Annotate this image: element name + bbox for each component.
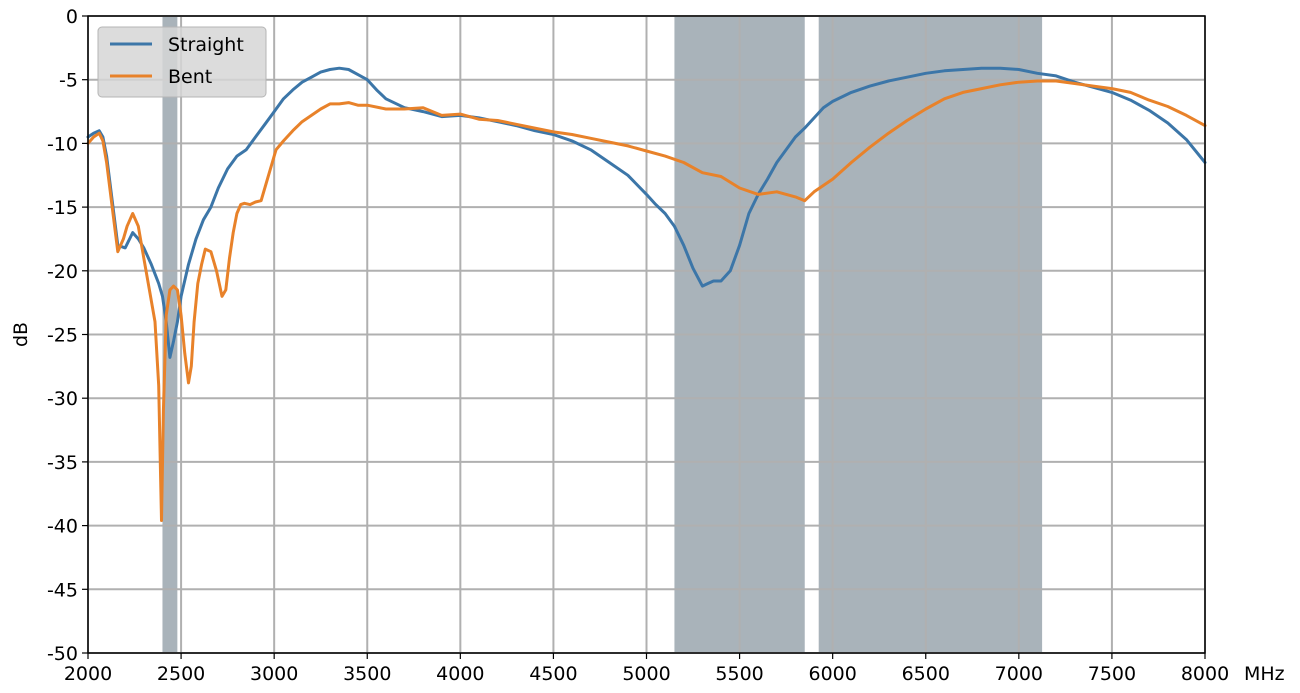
y-tick-label: -40 [47, 516, 78, 538]
x-tick-label: 7000 [995, 663, 1043, 685]
legend: Straight Bent [97, 26, 267, 98]
x-tick-label: 5000 [622, 663, 670, 685]
x-tick-label: 2500 [157, 663, 205, 685]
y-tick-label: -50 [47, 643, 78, 665]
y-tick-label: -25 [47, 325, 78, 347]
x-tick-label: 3500 [343, 663, 391, 685]
y-tick-label: -30 [47, 388, 78, 410]
grid-lines [87, 15, 1206, 654]
x-axis-ticks: 2000 2500 3000 3500 4000 4500 5000 5500 6000 6500… [64, 653, 1229, 685]
x-tick-label: 2000 [64, 663, 112, 685]
series-line-bent [86, 79, 1207, 522]
legend-label-straight: Straight [168, 34, 244, 56]
x-tick-label: 4000 [436, 663, 484, 685]
y-tick-label: -15 [47, 197, 78, 219]
series-lines [86, 66, 1207, 522]
legend-label-bent: Bent [168, 66, 212, 88]
y-tick-label: -45 [47, 579, 78, 601]
x-axis-unit-label: MHz [1244, 663, 1285, 685]
x-tick-label: 6000 [808, 663, 856, 685]
x-tick-label: 4500 [529, 663, 577, 685]
x-tick-label: 7500 [1088, 663, 1136, 685]
x-tick-label: 5500 [715, 663, 763, 685]
y-tick-label: -35 [47, 452, 78, 474]
y-tick-label: -10 [47, 133, 78, 155]
y-axis-ticks: 0 -5 -10 -15 -20 -25 -30 -35 -40 -45 -50 [47, 6, 88, 665]
y-tick-label: -20 [47, 261, 78, 283]
x-tick-label: 6500 [902, 663, 950, 685]
x-tick-label: 8000 [1181, 663, 1229, 685]
y-axis-label: dB [10, 322, 32, 347]
x-tick-label: 3000 [250, 663, 298, 685]
y-tick-label: -5 [59, 70, 78, 92]
y-tick-label: 0 [66, 6, 78, 28]
